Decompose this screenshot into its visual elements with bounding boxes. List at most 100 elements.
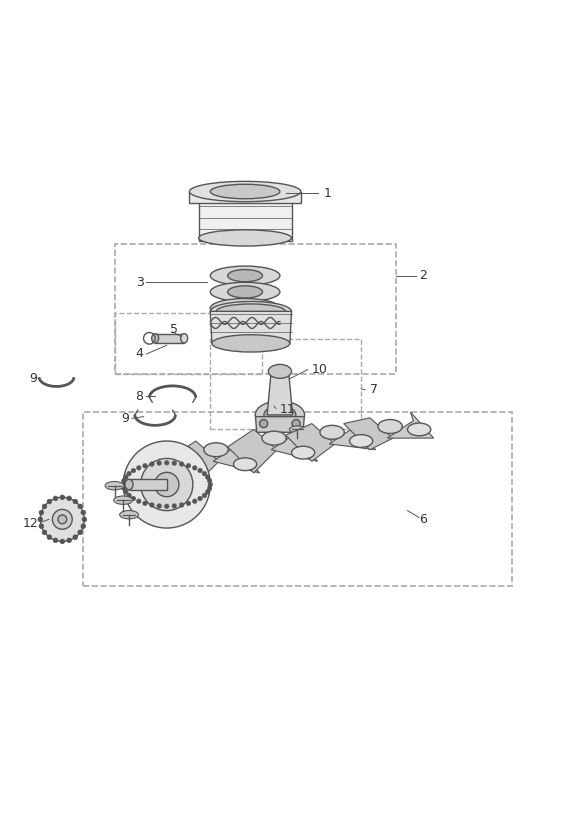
Circle shape <box>192 466 197 471</box>
Polygon shape <box>170 441 219 485</box>
Ellipse shape <box>320 425 345 439</box>
Circle shape <box>208 486 212 490</box>
Circle shape <box>123 441 210 528</box>
Circle shape <box>38 517 43 522</box>
Circle shape <box>81 510 86 515</box>
Circle shape <box>39 524 44 528</box>
Ellipse shape <box>199 230 292 246</box>
Circle shape <box>143 463 147 468</box>
Circle shape <box>122 486 126 490</box>
Circle shape <box>180 503 184 508</box>
Circle shape <box>205 489 210 494</box>
Circle shape <box>82 517 87 522</box>
Circle shape <box>186 501 191 506</box>
Ellipse shape <box>152 334 159 343</box>
Text: 10: 10 <box>312 363 328 376</box>
Circle shape <box>172 461 177 466</box>
Ellipse shape <box>216 304 286 319</box>
Circle shape <box>67 496 72 501</box>
Polygon shape <box>387 412 434 438</box>
Circle shape <box>131 468 136 473</box>
Circle shape <box>157 461 161 466</box>
Circle shape <box>198 496 202 501</box>
Circle shape <box>143 501 147 506</box>
Polygon shape <box>228 429 277 473</box>
Circle shape <box>53 496 58 501</box>
Circle shape <box>47 499 52 503</box>
Circle shape <box>58 515 66 524</box>
Circle shape <box>40 498 85 541</box>
Circle shape <box>136 499 141 503</box>
Circle shape <box>60 539 65 544</box>
Circle shape <box>202 471 207 476</box>
Polygon shape <box>267 372 293 415</box>
Ellipse shape <box>120 511 138 519</box>
Text: 9: 9 <box>30 372 37 385</box>
Ellipse shape <box>228 286 262 298</box>
Ellipse shape <box>408 423 431 436</box>
Text: 12: 12 <box>22 517 38 530</box>
Bar <box>210 339 361 429</box>
Polygon shape <box>255 417 304 433</box>
Polygon shape <box>210 311 292 344</box>
Circle shape <box>205 475 210 480</box>
Ellipse shape <box>210 185 280 199</box>
Circle shape <box>150 503 154 508</box>
Circle shape <box>73 499 78 503</box>
Polygon shape <box>329 424 375 450</box>
Ellipse shape <box>175 470 199 482</box>
Polygon shape <box>271 433 318 461</box>
Circle shape <box>42 530 47 535</box>
FancyBboxPatch shape <box>189 191 301 204</box>
Ellipse shape <box>189 181 301 202</box>
Text: 6: 6 <box>419 513 427 526</box>
Circle shape <box>42 504 47 508</box>
Circle shape <box>259 419 268 428</box>
Circle shape <box>124 489 128 494</box>
Circle shape <box>78 504 82 508</box>
Circle shape <box>127 493 131 498</box>
Circle shape <box>157 503 161 508</box>
Circle shape <box>53 538 58 543</box>
Circle shape <box>202 493 207 498</box>
Polygon shape <box>286 424 335 461</box>
Polygon shape <box>213 444 259 473</box>
Text: 11: 11 <box>280 403 296 416</box>
Text: 5: 5 <box>170 323 178 336</box>
Ellipse shape <box>292 447 315 459</box>
Text: 7: 7 <box>370 383 378 396</box>
Ellipse shape <box>233 458 257 471</box>
Circle shape <box>186 463 191 468</box>
FancyBboxPatch shape <box>199 194 292 241</box>
Ellipse shape <box>204 442 229 456</box>
Bar <box>114 244 396 374</box>
Text: 1: 1 <box>324 187 331 199</box>
Circle shape <box>164 504 169 508</box>
Ellipse shape <box>114 496 133 504</box>
Bar <box>83 412 512 586</box>
Ellipse shape <box>125 480 133 489</box>
Text: 9: 9 <box>121 413 129 425</box>
Circle shape <box>73 535 78 540</box>
FancyBboxPatch shape <box>155 334 184 343</box>
Ellipse shape <box>264 405 296 424</box>
Text: 8: 8 <box>135 390 143 403</box>
Circle shape <box>141 458 193 511</box>
Polygon shape <box>344 418 393 450</box>
Ellipse shape <box>350 434 373 447</box>
Ellipse shape <box>181 334 188 343</box>
Ellipse shape <box>228 269 262 282</box>
Ellipse shape <box>210 302 292 321</box>
Ellipse shape <box>210 266 280 285</box>
Circle shape <box>121 482 125 487</box>
Circle shape <box>81 524 86 528</box>
Circle shape <box>47 535 52 540</box>
Circle shape <box>67 538 72 543</box>
Ellipse shape <box>378 419 402 433</box>
Circle shape <box>208 479 212 483</box>
Circle shape <box>52 509 72 529</box>
Text: 2: 2 <box>419 269 427 282</box>
Circle shape <box>124 475 128 480</box>
Circle shape <box>127 471 131 476</box>
Circle shape <box>136 466 141 471</box>
